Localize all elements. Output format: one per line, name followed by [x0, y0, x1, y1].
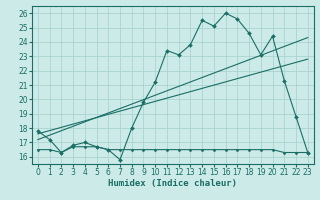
X-axis label: Humidex (Indice chaleur): Humidex (Indice chaleur) [108, 179, 237, 188]
